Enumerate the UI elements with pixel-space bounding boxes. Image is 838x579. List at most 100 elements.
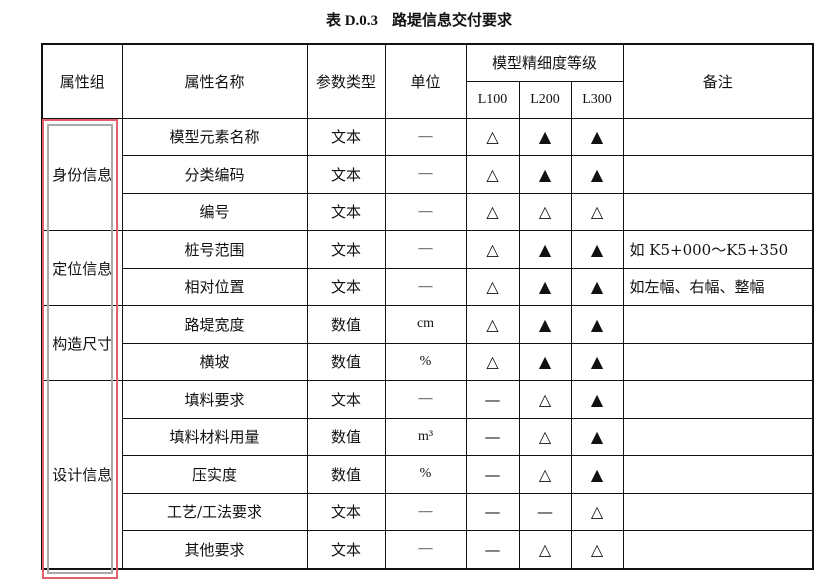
level-mark: △ — [465, 155, 520, 194]
level-mark: ▲ — [518, 230, 572, 269]
table-caption: 表 D.0.3 路堤信息交付要求 — [0, 9, 838, 30]
param-type: 数值 — [306, 455, 386, 494]
unit: % — [384, 455, 467, 494]
unit: — — [384, 230, 467, 269]
note — [622, 492, 814, 531]
attribute-name: 模型元素名称 — [121, 117, 308, 156]
header-l100: L100 — [465, 80, 520, 119]
level-mark: — — [465, 455, 520, 494]
header-name: 属性名称 — [121, 43, 308, 119]
header-l200: L200 — [518, 80, 572, 119]
level-mark: ▲ — [570, 230, 624, 269]
param-type: 数值 — [306, 417, 386, 456]
note — [622, 155, 814, 194]
unit: — — [384, 267, 467, 306]
level-mark: — — [465, 530, 520, 569]
table-row: 工艺/工法要求 文本 — — — △ — [42, 492, 814, 531]
table-row: 构造尺寸 路堤宽度 数值 cm △ ▲ ▲ — [41, 305, 814, 381]
attribute-name: 工艺/工法要求 — [121, 492, 308, 531]
group-cell: 定位信息 — [41, 230, 123, 306]
unit: — — [384, 192, 467, 231]
level-mark: — — [518, 492, 572, 531]
header-group: 属性组 — [41, 43, 123, 119]
group-cell: 设计信息 — [41, 380, 123, 569]
attribute-name: 编号 — [121, 192, 308, 231]
header-type: 参数类型 — [306, 43, 386, 119]
level-mark: △ — [465, 305, 520, 344]
note — [622, 342, 814, 381]
note — [622, 192, 814, 231]
level-mark: ▲ — [518, 267, 572, 306]
attribute-name: 填料要求 — [121, 380, 308, 419]
table-row: 填料材料用量 数值 m³ — △ ▲ — [42, 417, 814, 456]
attribute-name: 桩号范围 — [121, 230, 308, 269]
level-mark: △ — [570, 492, 624, 531]
level-mark: ▲ — [570, 117, 624, 156]
param-type: 文本 — [306, 267, 386, 306]
unit: — — [384, 155, 467, 194]
level-mark: ▲ — [570, 267, 624, 306]
table-row: 身份信息 模型元素名称 文本 — △ ▲ ▲ — [41, 117, 814, 231]
attribute-name: 填料材料用量 — [121, 417, 308, 456]
header-note: 备注 — [622, 43, 814, 119]
level-mark: ▲ — [518, 305, 572, 344]
attribute-name: 其他要求 — [121, 530, 308, 569]
table-row: 定位信息 桩号范围 文本 — △ ▲ ▲ 如 K5+000～K5+350 — [41, 230, 814, 306]
level-mark: △ — [518, 417, 572, 456]
unit: — — [384, 117, 467, 156]
param-type: 文本 — [306, 380, 386, 419]
level-mark: ▲ — [570, 342, 624, 381]
param-type: 数值 — [306, 305, 386, 344]
level-mark: △ — [518, 455, 572, 494]
table-row: 其他要求 文本 — — △ △ — [42, 530, 814, 569]
attribute-name: 路堤宽度 — [121, 305, 308, 344]
level-mark: ▲ — [570, 380, 624, 419]
header-unit: 单位 — [384, 43, 467, 119]
level-mark: ▲ — [518, 117, 572, 156]
table-row: 横坡 数值% △ ▲ ▲ — [42, 342, 814, 381]
level-mark: △ — [465, 342, 520, 381]
note: 如 K5+000～K5+350 — [622, 230, 814, 269]
table-row: 编号 文本 — △ △ △ — [42, 192, 814, 231]
group-cell: 身份信息 — [41, 117, 123, 231]
level-mark: △ — [518, 192, 572, 231]
level-mark: △ — [570, 530, 624, 569]
note — [622, 305, 814, 344]
level-mark: △ — [465, 117, 520, 156]
unit: — — [384, 492, 467, 531]
param-type: 文本 — [306, 192, 386, 231]
level-mark: ▲ — [518, 155, 572, 194]
table-row: 压实度 数值% — △ ▲ — [42, 455, 814, 494]
delivery-requirements-table: 属性组 属性名称 参数类型 单位 模型精细度等级 备注 L100 L200 L3… — [41, 43, 814, 570]
level-mark: — — [465, 417, 520, 456]
level-mark: — — [465, 492, 520, 531]
param-type: 文本 — [306, 155, 386, 194]
note — [622, 380, 814, 419]
unit: — — [384, 380, 467, 419]
level-mark: ▲ — [570, 155, 624, 194]
group-cell: 构造尺寸 — [41, 305, 123, 381]
level-mark: △ — [465, 192, 520, 231]
note — [622, 455, 814, 494]
level-mark: △ — [518, 380, 572, 419]
table-title: 路堤信息交付要求 — [392, 11, 513, 29]
param-type: 文本 — [306, 530, 386, 569]
param-type: 文本 — [306, 492, 386, 531]
unit: cm — [384, 305, 467, 344]
param-type: 数值 — [306, 342, 386, 381]
table-row: 设计信息 填料要求 文本 — — △ ▲ — [41, 380, 814, 569]
param-type: 文本 — [306, 117, 386, 156]
level-mark: △ — [465, 267, 520, 306]
level-mark: — — [465, 380, 520, 419]
attribute-name: 分类编码 — [121, 155, 308, 194]
table-row: 相对位置 文本 — △ ▲ ▲ 如左幅、右幅、整幅 — [42, 267, 814, 306]
level-mark: ▲ — [570, 455, 624, 494]
param-type: 文本 — [306, 230, 386, 269]
table-number: 表 D.0.3 — [325, 13, 379, 29]
note — [622, 117, 814, 156]
unit: % — [384, 342, 467, 381]
level-mark: △ — [518, 530, 572, 569]
table-row: 分类编码 文本 — △ ▲ ▲ — [42, 155, 814, 194]
level-mark: ▲ — [570, 417, 624, 456]
level-mark: △ — [465, 230, 520, 269]
